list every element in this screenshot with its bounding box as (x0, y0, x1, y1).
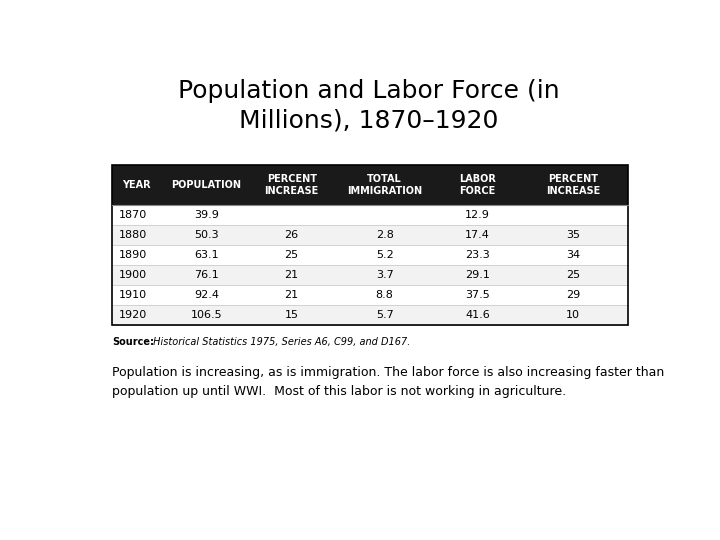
Text: 3.7: 3.7 (376, 269, 393, 280)
Text: 2.8: 2.8 (376, 230, 394, 240)
Text: 26: 26 (284, 230, 299, 240)
Text: 39.9: 39.9 (194, 210, 219, 220)
Text: 76.1: 76.1 (194, 269, 219, 280)
Text: 1900: 1900 (119, 269, 147, 280)
Text: TOTAL
IMMIGRATION: TOTAL IMMIGRATION (347, 173, 422, 195)
Text: 50.3: 50.3 (194, 230, 219, 240)
Bar (112, 225, 629, 245)
Text: 29.1: 29.1 (465, 269, 490, 280)
Bar (112, 245, 629, 265)
Text: 41.6: 41.6 (465, 309, 490, 320)
Text: 35: 35 (566, 230, 580, 240)
Text: 37.5: 37.5 (465, 289, 490, 300)
Bar (112, 205, 629, 225)
Text: Millions), 1870–1920: Millions), 1870–1920 (239, 109, 499, 132)
Text: 1870: 1870 (119, 210, 148, 220)
Text: Source:: Source: (112, 337, 154, 347)
Text: 12.9: 12.9 (465, 210, 490, 220)
Bar (112, 165, 629, 325)
Text: 10: 10 (566, 309, 580, 320)
Text: Population is increasing, as is immigration. The labor force is also increasing : Population is increasing, as is immigrat… (112, 366, 665, 399)
Bar (112, 285, 629, 305)
Text: 17.4: 17.4 (465, 230, 490, 240)
Text: Population and Labor Force (in: Population and Labor Force (in (178, 79, 560, 103)
Text: 21: 21 (284, 269, 299, 280)
Text: 92.4: 92.4 (194, 289, 219, 300)
Text: POPULATION: POPULATION (171, 180, 241, 190)
Text: 25: 25 (284, 249, 299, 260)
Text: 34: 34 (566, 249, 580, 260)
Bar (112, 165, 629, 205)
Text: 21: 21 (284, 289, 299, 300)
Bar (112, 265, 629, 285)
Text: 15: 15 (284, 309, 299, 320)
Text: 8.8: 8.8 (376, 289, 394, 300)
Text: 63.1: 63.1 (194, 249, 219, 260)
Text: 1910: 1910 (119, 289, 147, 300)
Text: 25: 25 (566, 269, 580, 280)
Text: Historical Statistics 1975, Series A6, C99, and D167.: Historical Statistics 1975, Series A6, C… (150, 337, 410, 347)
Text: YEAR: YEAR (122, 180, 151, 190)
Text: PERCENT
INCREASE: PERCENT INCREASE (264, 173, 319, 195)
Text: 106.5: 106.5 (191, 309, 222, 320)
Text: 5.2: 5.2 (376, 249, 393, 260)
Text: PERCENT
INCREASE: PERCENT INCREASE (546, 173, 600, 195)
Text: 23.3: 23.3 (465, 249, 490, 260)
Text: 1890: 1890 (119, 249, 148, 260)
Text: 29: 29 (566, 289, 580, 300)
Text: 1880: 1880 (119, 230, 148, 240)
Text: LABOR
FORCE: LABOR FORCE (459, 173, 496, 195)
Text: 1920: 1920 (119, 309, 148, 320)
Text: 5.7: 5.7 (376, 309, 393, 320)
Bar (112, 305, 629, 325)
